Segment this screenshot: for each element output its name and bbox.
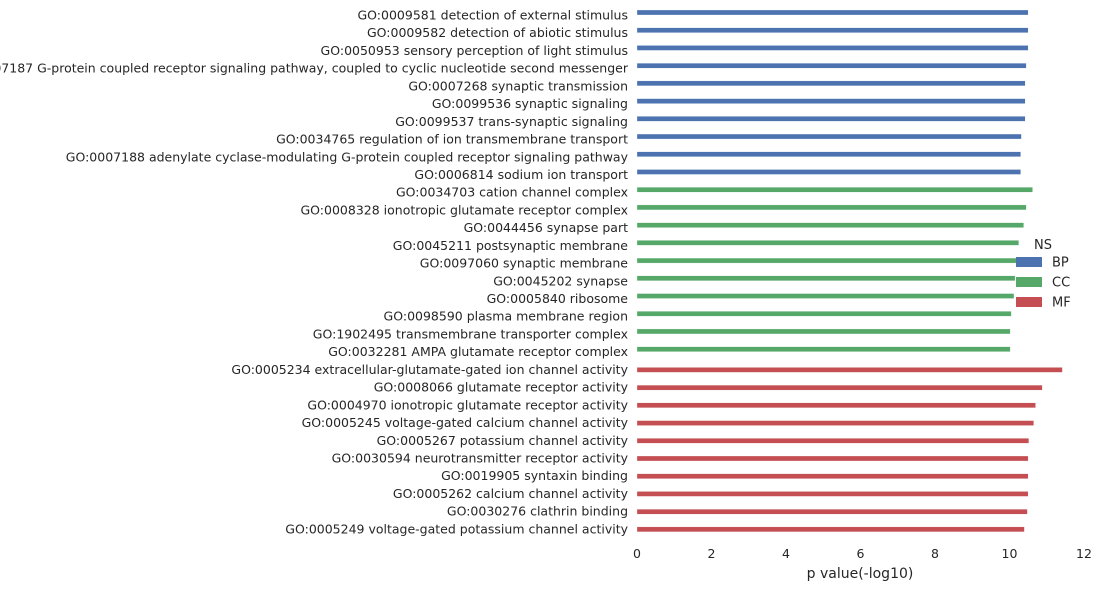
x-tick-label: 8 bbox=[931, 546, 939, 561]
legend-swatch-bp bbox=[1016, 257, 1042, 267]
bar-mf bbox=[636, 402, 1036, 408]
bar-mf bbox=[636, 367, 1063, 373]
category-label: GO:0008328 ionotropic glutamate receptor… bbox=[301, 202, 629, 217]
bar-bp bbox=[636, 9, 1029, 16]
bar-bp bbox=[636, 98, 1026, 104]
category-label: GO:0045202 synapse bbox=[493, 273, 628, 288]
x-tick-label: 12 bbox=[1076, 546, 1092, 561]
x-tick-label: 6 bbox=[857, 546, 865, 561]
category-label: GO:0099536 synaptic signaling bbox=[432, 96, 628, 111]
category-labels: GO:0009581 detection of external stimulu… bbox=[0, 8, 629, 537]
bar-mf bbox=[636, 384, 1043, 391]
category-label: GO:0007188 adenylate cyclase-modulating … bbox=[66, 149, 629, 164]
category-label: GO:0005245 voltage-gated calcium channel… bbox=[302, 415, 629, 430]
category-label: GO:0030276 clathrin binding bbox=[447, 504, 628, 519]
legend-label-cc: CC bbox=[1052, 276, 1070, 291]
bar-cc bbox=[636, 311, 1012, 317]
bar-cc bbox=[636, 204, 1027, 211]
category-label: GO:0008066 glutamate receptor activity bbox=[374, 380, 629, 395]
legend-swatch-cc bbox=[1016, 277, 1042, 287]
bar-cc bbox=[636, 293, 1015, 299]
bar-bp bbox=[636, 45, 1029, 51]
bar-cc bbox=[636, 328, 1011, 335]
category-label: GO:0034765 regulation of ion transmembra… bbox=[276, 132, 628, 147]
bar-bp bbox=[636, 80, 1026, 87]
bar-bp bbox=[636, 63, 1027, 69]
category-label: GO:0009582 detection of abiotic stimulus bbox=[367, 25, 628, 40]
bars bbox=[636, 9, 1063, 533]
x-tick-label: 10 bbox=[1002, 546, 1018, 561]
category-label: GO:0034703 cation channel complex bbox=[396, 185, 628, 200]
bar-mf bbox=[636, 420, 1034, 426]
category-label: GO:0004970 ionotropic glutamate receptor… bbox=[307, 397, 628, 412]
bar-bp bbox=[636, 27, 1029, 33]
x-axis: 0 2 4 6 8 10 12 bbox=[633, 546, 1092, 561]
category-label: GO:0045211 postsynaptic membrane bbox=[393, 238, 629, 253]
category-label: GO:0005840 ribosome bbox=[487, 291, 629, 306]
category-label: GO:0097060 synaptic membrane bbox=[420, 256, 629, 271]
category-label: GO:0050953 sensory perception of light s… bbox=[321, 43, 628, 58]
legend-title: NS bbox=[1034, 238, 1052, 253]
category-label: GO:0044456 synapse part bbox=[464, 220, 628, 235]
bar-cc bbox=[636, 275, 1016, 281]
category-label: GO:0098590 plasma membrane region bbox=[384, 309, 628, 324]
category-label: GO:0005234 extracellular-glutamate-gated… bbox=[231, 362, 628, 377]
bar-bp bbox=[636, 116, 1026, 122]
bar-mf bbox=[636, 526, 1025, 533]
bar-bp bbox=[636, 151, 1021, 157]
bar-cc bbox=[636, 240, 1019, 246]
x-tick-label: 0 bbox=[633, 546, 641, 561]
category-label: GO:0099537 trans-synaptic signaling bbox=[395, 114, 628, 129]
bar-mf bbox=[636, 455, 1029, 462]
bar-mf bbox=[636, 491, 1029, 497]
category-label: GO:0030594 neurotransmitter receptor act… bbox=[332, 451, 629, 466]
category-label: GO:1902495 transmembrane transporter com… bbox=[313, 326, 628, 341]
category-label: GO:0006814 sodium ion transport bbox=[414, 167, 628, 182]
bar-cc bbox=[636, 187, 1033, 193]
category-label: GO:0032281 AMPA glutamate receptor compl… bbox=[328, 344, 628, 359]
bar-bp bbox=[636, 169, 1021, 175]
bar-cc bbox=[636, 257, 1018, 264]
legend: NS BP CC MF bbox=[1016, 238, 1071, 311]
category-label: GO:0005249 voltage-gated potassium chann… bbox=[285, 521, 628, 536]
legend-label-mf: MF bbox=[1052, 296, 1071, 311]
bar-mf bbox=[636, 509, 1028, 515]
category-label: GO:0005262 calcium channel activity bbox=[393, 486, 629, 501]
bar-bp bbox=[636, 133, 1022, 140]
x-axis-label: p value(-log10) bbox=[807, 566, 914, 582]
bar-cc bbox=[636, 346, 1011, 352]
category-label: GO:0007187 G-protein coupled receptor si… bbox=[0, 61, 629, 76]
x-tick-label: 2 bbox=[708, 546, 716, 561]
x-tick-label: 4 bbox=[782, 546, 790, 561]
legend-label-bp: BP bbox=[1052, 256, 1069, 271]
category-label: GO:0019905 syntaxin binding bbox=[441, 468, 628, 483]
category-label: GO:0005267 potassium channel activity bbox=[377, 433, 629, 448]
bar-mf bbox=[636, 473, 1029, 479]
bar-cc bbox=[636, 222, 1024, 228]
bar-mf bbox=[636, 438, 1030, 444]
category-label: GO:0009581 detection of external stimulu… bbox=[358, 8, 629, 23]
category-label: GO:0007268 synaptic transmission bbox=[408, 78, 628, 93]
legend-swatch-mf bbox=[1016, 297, 1042, 307]
